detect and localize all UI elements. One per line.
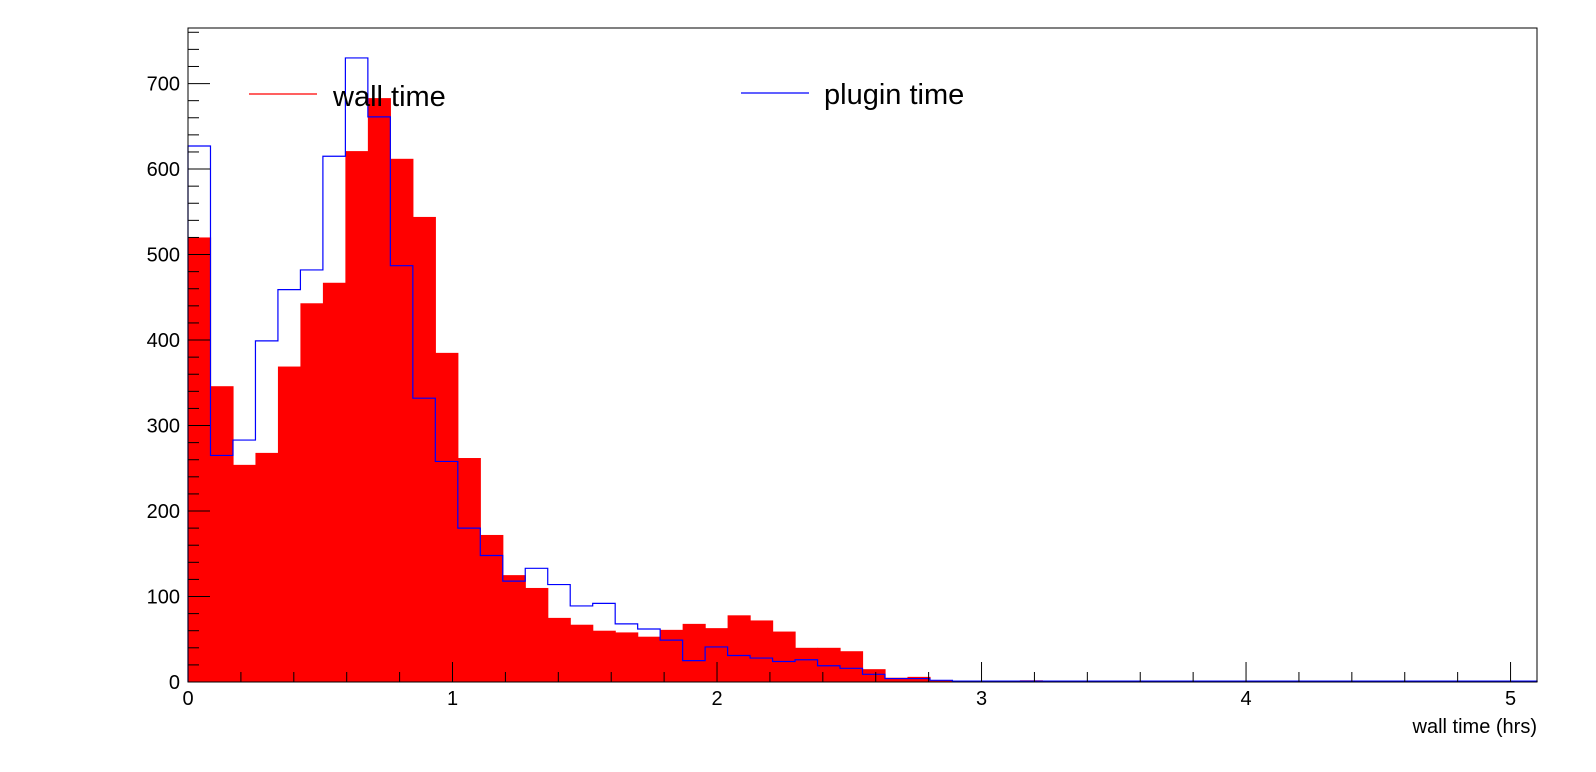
wall-time-bars bbox=[188, 98, 1538, 683]
plugin-time-step-line bbox=[187, 57, 1538, 682]
bar-wall-time bbox=[705, 628, 729, 682]
y-tick-label: 700 bbox=[147, 74, 180, 96]
x-minor-ticks bbox=[240, 672, 1459, 682]
legend: wall time plugin time bbox=[249, 79, 964, 113]
x-tick-label: 5 bbox=[1505, 688, 1516, 710]
bar-wall-time bbox=[795, 647, 819, 682]
bar-wall-time bbox=[210, 386, 234, 682]
y-tick-label: 0 bbox=[169, 672, 180, 694]
y-axis: 0 100 200 300 400 500 600 700 bbox=[147, 74, 210, 694]
y-tick-label: 200 bbox=[147, 501, 180, 523]
bar-wall-time bbox=[884, 677, 909, 682]
x-axis-title: wall time (hrs) bbox=[1412, 716, 1537, 738]
y-tick-label: 100 bbox=[147, 587, 180, 609]
bar-wall-time bbox=[255, 452, 279, 682]
bar-wall-time bbox=[322, 282, 346, 682]
bar-wall-time bbox=[592, 630, 616, 682]
bar-wall-time bbox=[502, 575, 526, 682]
bar-wall-time bbox=[660, 629, 684, 682]
bar-wall-time bbox=[345, 151, 369, 682]
x-tick-label: 2 bbox=[711, 688, 722, 710]
bar-wall-time bbox=[367, 98, 391, 683]
bar-wall-time bbox=[750, 620, 774, 682]
legend-label-wall-time: wall time bbox=[332, 81, 446, 113]
bar-wall-time bbox=[682, 623, 706, 682]
y-tick-label: 400 bbox=[147, 330, 180, 352]
x-tick-label: 4 bbox=[1240, 688, 1251, 710]
legend-label-plugin-time: plugin time bbox=[824, 79, 964, 111]
bar-wall-time bbox=[232, 464, 257, 682]
bar-wall-time bbox=[817, 647, 841, 682]
plot-area bbox=[187, 27, 1538, 683]
bar-wall-time bbox=[907, 676, 931, 682]
y-tick-label: 300 bbox=[147, 416, 180, 438]
bar-wall-time bbox=[840, 651, 864, 682]
bar-wall-time bbox=[862, 669, 886, 682]
bar-wall-time bbox=[637, 636, 661, 682]
bar-wall-time bbox=[772, 631, 796, 682]
bar-wall-time bbox=[547, 617, 571, 682]
x-tick-label: 0 bbox=[182, 688, 193, 710]
bar-wall-time bbox=[188, 237, 212, 682]
bar-wall-time bbox=[457, 458, 481, 682]
bar-wall-time bbox=[570, 624, 594, 682]
y-minor-ticks bbox=[188, 31, 199, 666]
bar-wall-time bbox=[435, 352, 459, 682]
x-axis: 0 1 2 3 4 5 bbox=[182, 662, 1516, 710]
y-tick-label: 600 bbox=[147, 159, 180, 181]
bar-wall-time bbox=[390, 158, 414, 683]
bar-wall-time bbox=[525, 587, 549, 682]
bar-wall-time bbox=[300, 303, 324, 682]
bar-wall-time bbox=[277, 366, 302, 682]
x-tick-label: 3 bbox=[976, 688, 987, 710]
y-tick-label: 500 bbox=[147, 245, 180, 267]
bar-wall-time bbox=[412, 216, 436, 682]
bar-wall-time bbox=[480, 534, 504, 682]
x-tick-label: 1 bbox=[447, 688, 458, 710]
bar-wall-time bbox=[727, 615, 751, 682]
plot-frame bbox=[187, 27, 1538, 683]
bar-wall-time bbox=[929, 680, 954, 682]
bar-wall-time bbox=[615, 632, 639, 682]
